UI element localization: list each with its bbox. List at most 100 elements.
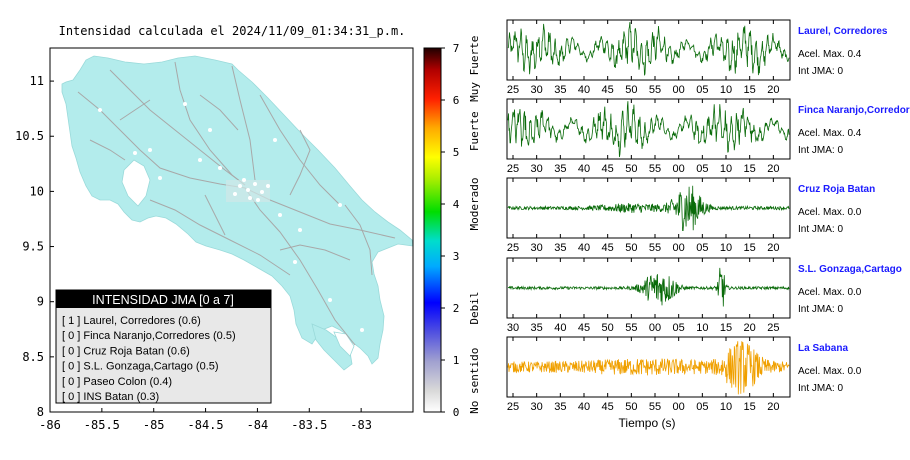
accel-max: Acel. Max. 0.4 (798, 49, 862, 60)
accel-max: Acel. Max. 0.0 (798, 207, 862, 218)
waveform (507, 341, 790, 395)
trace-x-tick: 40 (578, 84, 590, 96)
trace-x-tick: 30 (531, 242, 543, 254)
colorbar: 0 1 2 3 4 5 6 7 No sentido Debil Moderado Fuerte Mu… (423, 36, 481, 419)
trace-panel: 30 35 40 45 50 55 00 05 10 15 20 25 S.L. Gonzaga,Car… (506, 257, 902, 334)
waveform (507, 101, 790, 158)
dulce-gulf (333, 331, 355, 357)
intensity-legend: INTENSIDAD JMA [0 a 7] [ 1 ] Laurel, Cor… (55, 289, 272, 404)
trace-x-tick: 55 (649, 84, 661, 96)
trace-x-tick: 10 (720, 401, 732, 413)
trace-x-tick: 15 (744, 163, 756, 175)
trace-x-tick: 35 (554, 163, 566, 175)
trace-x-tick: 55 (649, 401, 661, 413)
trace-x-tick: 20 (767, 84, 779, 96)
trace-x-tick: 50 (602, 322, 614, 334)
trace-x-tick: 10 (720, 84, 732, 96)
trace-x-tick: 50 (625, 163, 637, 175)
trace-panel: 25 30 35 40 45 50 55 00 05 10 15 20 Finca Naranjo,Co… (506, 98, 910, 175)
colorbar-label: Moderado (468, 178, 481, 231)
map-x-tick: -85.5 (84, 418, 120, 432)
legend-item: [ 0 ] Finca Naranjo,Corredores (0.5) (62, 330, 236, 342)
colorbar-label: Debil (468, 291, 481, 324)
map-y-tick: 9.5 (22, 240, 44, 254)
trace-x-tick: 40 (578, 401, 590, 413)
localities (98, 102, 364, 332)
trace-x-tick: 25 (507, 401, 519, 413)
map-x-tick: -84 (247, 418, 269, 432)
trace-x-tick: 40 (578, 163, 590, 175)
map-y-tick: 10.5 (15, 129, 44, 143)
nicoya-gulf (121, 159, 151, 207)
legend-item: [ 1 ] Laurel, Corredores (0.6) (62, 315, 201, 327)
trace-x-tick: 15 (744, 84, 756, 96)
accel-max: Acel. Max. 0.0 (798, 287, 862, 298)
trace-x-tick: 35 (554, 84, 566, 96)
trace-x-tick: 00 (649, 322, 661, 334)
trace-panel: 25 30 35 40 45 50 55 00 05 10 15 20 Cruz Roja Batan A… (506, 177, 875, 254)
trace-x-tick: 30 (531, 401, 543, 413)
trace-panels: 25 30 35 40 45 50 55 00 05 10 15 20 Laurel, Corredor… (506, 19, 910, 413)
map-y-tick: 8 (37, 405, 44, 419)
station-name: S.L. Gonzaga,Cartago (798, 264, 902, 275)
map-y-tick: 8.5 (22, 350, 44, 364)
station-name: La Sabana (798, 343, 848, 354)
int-jma: Int JMA: 0 (798, 66, 843, 77)
station-name: Laurel, Corredores (798, 26, 888, 37)
map-y-tick: 11 (30, 74, 44, 88)
map-x-tick: -84.5 (188, 418, 224, 432)
accel-max: Acel. Max. 0.0 (798, 366, 862, 377)
trace-x-tick: 20 (767, 242, 779, 254)
osa-peninsula (311, 323, 353, 371)
map-title: Intensidad calculada el 2024/11/09_01:34… (59, 24, 406, 38)
trace-x-tick: 30 (531, 84, 543, 96)
colorbar-tick: 6 (453, 94, 460, 107)
trace-x-tick: 45 (602, 163, 614, 175)
trace-x-tick: 10 (720, 242, 732, 254)
trace-x-tick: 55 (649, 242, 661, 254)
trace-x-tick: 55 (649, 163, 661, 175)
trace-panel: 25 30 35 40 45 50 55 00 05 10 15 20 Laurel, Corredor… (506, 19, 888, 96)
trace-x-tick: 30 (531, 163, 543, 175)
colorbar-tick: 4 (453, 198, 460, 211)
colorbar-tick: 2 (453, 302, 460, 315)
trace-x-tick: 25 (507, 84, 519, 96)
trace-panel: 25 30 35 40 45 50 55 00 05 10 15 20 La Sabana Acel. M… (506, 336, 862, 413)
trace-x-tick: 30 (507, 322, 519, 334)
colorbar-label: Muy Fuerte (468, 36, 481, 102)
trace-x-tick: 20 (767, 401, 779, 413)
legend-item: [ 0 ] INS Batan (0.3) (62, 391, 159, 403)
trace-x-tick: 15 (720, 322, 732, 334)
legend-item: [ 0 ] Cruz Roja Batan (0.6) (62, 345, 190, 357)
waveform (507, 185, 790, 231)
trace-x-tick: 05 (696, 242, 708, 254)
trace-x-tick: 00 (673, 84, 685, 96)
trace-x-tick: 00 (673, 401, 685, 413)
trace-x-tick: 10 (720, 163, 732, 175)
legend-item: [ 0 ] Paseo Colon (0.4) (62, 376, 172, 388)
int-jma: Int JMA: 0 (798, 304, 843, 315)
map-y-tick: 9 (37, 295, 44, 309)
trace-x-tick: 45 (602, 84, 614, 96)
trace-x-tick: 35 (531, 322, 543, 334)
legend-title: INTENSIDAD JMA [0 a 7] (92, 293, 234, 307)
map-x-tick: -86 (39, 418, 61, 432)
int-jma: Int JMA: 0 (798, 145, 843, 156)
colorbar-tick: 5 (453, 146, 460, 159)
trace-x-tick: 05 (696, 401, 708, 413)
trace-x-tick: 20 (744, 322, 756, 334)
trace-x-tick: 40 (578, 242, 590, 254)
map-x-axis: -86 -85.5 -85 -84.5 -84 -83.5 -83 (39, 408, 372, 432)
trace-x-label: Tiempo (s) (619, 416, 676, 430)
trace-x-tick: 10 (696, 322, 708, 334)
trace-x-tick: 35 (554, 242, 566, 254)
trace-x-tick: 45 (602, 401, 614, 413)
trace-x-tick: 50 (625, 84, 637, 96)
trace-x-tick: 20 (767, 163, 779, 175)
legend-item: [ 0 ] S.L. Gonzaga,Cartago (0.5) (62, 361, 219, 373)
trace-x-tick: 55 (625, 322, 637, 334)
station-name: Cruz Roja Batan (798, 184, 875, 195)
trace-x-tick: 00 (673, 242, 685, 254)
trace-x-tick: 00 (673, 163, 685, 175)
